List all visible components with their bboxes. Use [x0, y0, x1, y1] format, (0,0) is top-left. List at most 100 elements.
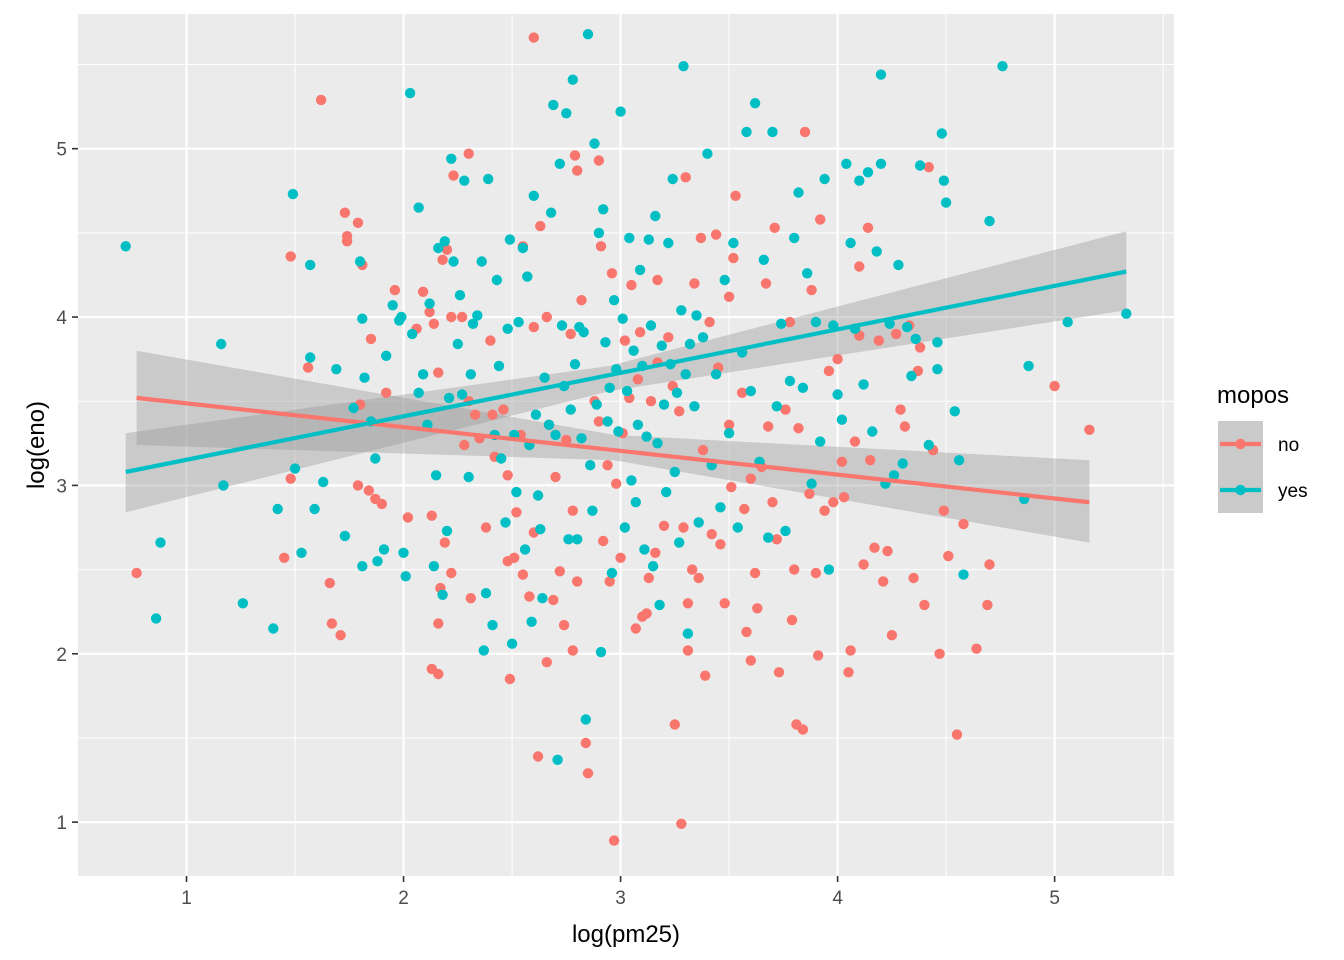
data-point-no — [502, 470, 513, 481]
data-point-no — [480, 522, 492, 533]
data-point-yes — [530, 409, 542, 420]
data-point-yes — [441, 525, 453, 537]
legend-label-yes: yes — [1278, 481, 1308, 502]
data-point-no — [789, 564, 800, 575]
data-point-no — [819, 505, 830, 516]
data-point-yes — [789, 232, 800, 244]
data-point-yes — [691, 310, 702, 321]
data-point-yes — [932, 337, 943, 348]
data-point-no — [593, 155, 605, 166]
data-point-yes — [483, 173, 494, 185]
data-point-yes — [741, 126, 752, 138]
data-point-no — [710, 229, 722, 240]
data-point-no — [580, 737, 591, 749]
data-point-no — [706, 529, 717, 540]
data-point-no — [608, 835, 620, 846]
data-point-yes — [938, 175, 950, 186]
data-point-no — [895, 404, 906, 415]
data-point-no — [700, 670, 711, 681]
data-point-yes — [771, 401, 782, 412]
data-point-yes — [511, 486, 522, 498]
data-point-no — [561, 434, 572, 446]
minor-gridlines — [78, 14, 1174, 876]
data-point-no — [658, 520, 670, 531]
data-point-no — [682, 645, 694, 656]
data-point-no — [448, 170, 459, 181]
data-point-no — [786, 614, 798, 626]
data-point-yes — [446, 153, 457, 164]
data-point-yes — [784, 375, 796, 387]
data-point-no — [730, 190, 741, 201]
data-point-no — [424, 306, 435, 318]
data-point-no — [279, 552, 290, 563]
data-point-yes — [776, 318, 787, 329]
data-point-no — [858, 559, 869, 570]
data-point-no — [828, 497, 839, 508]
data-point-yes — [424, 298, 435, 309]
data-point-no — [541, 657, 552, 668]
data-point-no — [565, 328, 576, 340]
data-point-yes — [561, 108, 572, 119]
data-point-no — [882, 545, 893, 557]
data-point-yes — [150, 613, 162, 624]
data-point-no — [849, 436, 861, 447]
data-point-no — [745, 473, 756, 484]
data-point-yes — [819, 173, 830, 185]
data-point-no — [402, 512, 414, 523]
data-point-no — [891, 328, 902, 340]
data-point-no — [324, 577, 335, 589]
data-point-no — [704, 316, 715, 328]
data-point-no — [606, 268, 618, 279]
y-tick-label: 3 — [56, 476, 67, 497]
data-point-yes — [617, 313, 628, 324]
data-point-no — [365, 333, 377, 345]
data-point-yes — [216, 338, 227, 350]
data-point-no — [845, 645, 856, 656]
data-point-yes — [619, 522, 631, 533]
data-point-yes — [613, 426, 624, 437]
data-point-no — [645, 396, 657, 407]
data-point-no — [567, 505, 578, 516]
y-tick-label: 4 — [56, 308, 67, 329]
data-point-yes — [932, 364, 943, 375]
data-point-yes — [684, 338, 696, 350]
data-point-yes — [647, 561, 659, 572]
data-point-no — [341, 236, 353, 247]
data-point-yes — [901, 321, 913, 333]
data-point-no — [441, 244, 453, 255]
axis-ticks — [72, 147, 1056, 882]
data-point-no — [663, 332, 674, 343]
data-point-yes — [639, 544, 650, 555]
legend-key-no: no — [1218, 421, 1299, 467]
data-point-yes — [491, 274, 503, 286]
data-point-no — [869, 542, 880, 553]
data-point-yes — [287, 188, 299, 200]
data-point-no — [470, 409, 481, 420]
data-point-no — [381, 387, 392, 398]
data-point-no — [485, 335, 496, 346]
data-point-no — [428, 318, 440, 329]
data-point-yes — [661, 486, 672, 498]
data-point-no — [843, 667, 854, 678]
data-point-yes — [296, 547, 307, 558]
data-point-yes — [621, 385, 633, 397]
x-axis-title: log(pm25) — [572, 921, 680, 948]
data-point-no — [550, 471, 561, 483]
data-point-yes — [522, 271, 533, 282]
data-point-no — [804, 488, 815, 499]
data-point-no — [1049, 380, 1060, 392]
x-tick-label: 1 — [181, 888, 192, 909]
data-point-yes — [823, 564, 835, 575]
data-point-no — [363, 485, 374, 496]
data-point-yes — [674, 537, 685, 548]
data-point-yes — [400, 571, 411, 582]
data-point-no — [878, 576, 889, 587]
data-point-yes — [678, 60, 689, 72]
data-point-yes — [318, 476, 329, 488]
data-point-yes — [689, 401, 700, 412]
data-points — [120, 29, 1132, 846]
data-point-yes — [663, 237, 674, 249]
data-point-yes — [650, 210, 661, 222]
